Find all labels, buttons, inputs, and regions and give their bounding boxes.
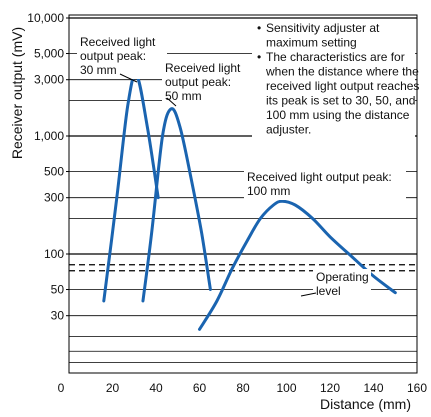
notes-background bbox=[252, 19, 415, 151]
x-tick-label: 0 bbox=[58, 381, 65, 395]
annotation-line: level bbox=[316, 284, 341, 298]
annotation-line: Operating bbox=[316, 270, 369, 284]
y-tick-label: 50 bbox=[51, 283, 65, 297]
y-tick-labels: 10,000 5,000 3,000 1,000 500 300 100 50 30 bbox=[27, 11, 69, 323]
note-line: maximum setting bbox=[266, 36, 357, 50]
plot-frame bbox=[68, 14, 418, 374]
y-tick-label: 100 bbox=[44, 247, 64, 261]
x-tick-label: 120 bbox=[320, 381, 340, 395]
annotation-line: Received light bbox=[165, 61, 241, 75]
curve-peak-30mm bbox=[102, 72, 160, 303]
note-line: its peak is set to 30, 50, and bbox=[266, 94, 415, 108]
grid bbox=[69, 17, 417, 364]
curves bbox=[102, 72, 397, 331]
y-tick-label: 10,000 bbox=[27, 11, 64, 25]
note-bullet: • bbox=[257, 21, 261, 35]
annotation-background bbox=[244, 169, 406, 200]
x-tick-label: 100 bbox=[276, 381, 296, 395]
note-line: 100 mm using the distance bbox=[266, 108, 410, 122]
note-line: received light output reaches bbox=[266, 79, 419, 93]
annotation-line: Received light output peak: bbox=[247, 170, 392, 184]
annotation-line: output peak: bbox=[80, 49, 146, 63]
y-tick-label: 30 bbox=[51, 309, 65, 323]
y-tick-label: 500 bbox=[44, 165, 64, 179]
y-tick-label: 1,000 bbox=[34, 129, 64, 143]
curve-peak-100mm bbox=[198, 199, 397, 331]
annotation-leader bbox=[166, 97, 177, 107]
annotation-background bbox=[313, 269, 371, 300]
annotation-line: Received light bbox=[80, 35, 156, 49]
annotation-background bbox=[162, 60, 254, 105]
y-tick-label: 300 bbox=[44, 191, 64, 205]
x-tick-label: 60 bbox=[193, 381, 207, 395]
x-tick-label: 20 bbox=[106, 381, 120, 395]
x-tick-label: 160 bbox=[407, 381, 427, 395]
x-tick-label: 140 bbox=[363, 381, 383, 395]
annotation-leader bbox=[119, 73, 138, 83]
x-tick-label: 40 bbox=[149, 381, 163, 395]
annotation-line: 50 mm bbox=[165, 89, 202, 103]
y-tick-label: 5,000 bbox=[34, 47, 64, 61]
x-tick-labels: 0 20 40 60 80 100 120 140 160 bbox=[58, 381, 428, 395]
y-axis-title: Receiver output (mV) bbox=[9, 27, 25, 159]
annotation-leader bbox=[300, 292, 317, 297]
anno-peak-100mm: Received light output peak:100 mm bbox=[244, 169, 406, 200]
note-line: adjuster. bbox=[266, 123, 311, 137]
note-bullet: • bbox=[257, 50, 261, 64]
note-line: when the distance where the bbox=[265, 65, 419, 79]
annotation-line: 30 mm bbox=[80, 63, 117, 77]
note-line: The characteristics are for bbox=[266, 50, 405, 64]
y-tick-label: 3,000 bbox=[34, 73, 64, 87]
annotation-background bbox=[77, 34, 167, 79]
note-line: Sensitivity adjuster at bbox=[266, 21, 380, 35]
annotation-line: output peak: bbox=[165, 75, 231, 89]
annotation-line: 100 mm bbox=[247, 184, 290, 198]
curve-peak-50mm bbox=[141, 107, 212, 303]
x-axis-title: Distance (mm) bbox=[320, 396, 411, 412]
x-tick-label: 80 bbox=[236, 381, 250, 395]
